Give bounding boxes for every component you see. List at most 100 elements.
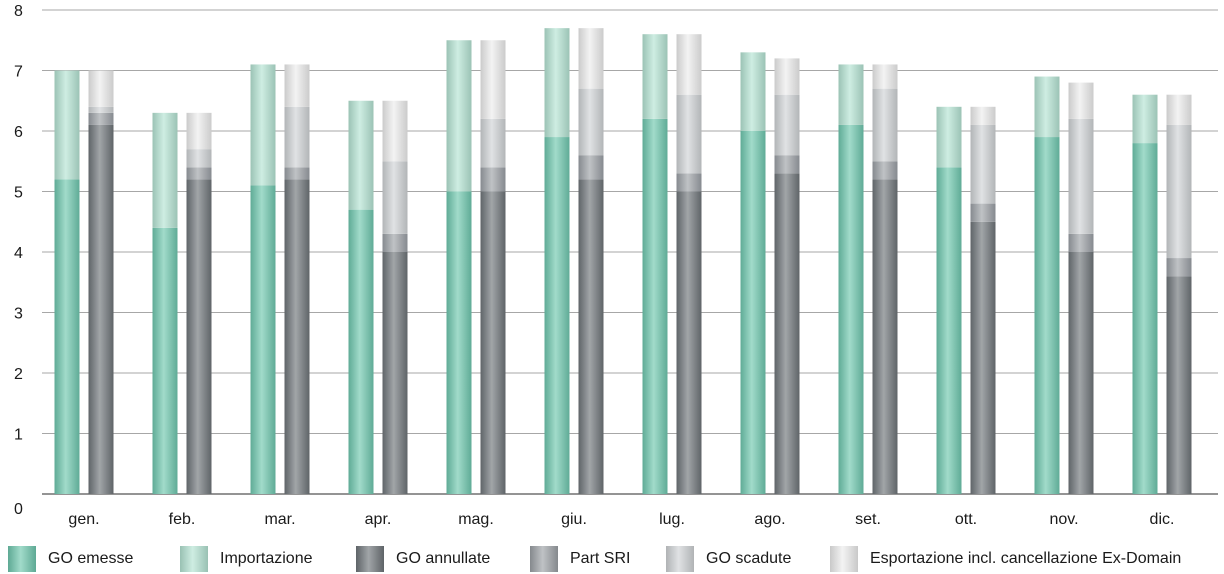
bar-segment <box>970 106 996 125</box>
bar-segment <box>1068 82 1094 119</box>
bar-segment <box>382 161 408 234</box>
bar-segment <box>970 124 996 204</box>
bar-segment <box>872 88 898 162</box>
legend-label: GO scadute <box>706 550 792 567</box>
x-tick-label: giu. <box>561 511 587 528</box>
bar-segment <box>1034 137 1060 495</box>
bar-segment <box>54 179 80 494</box>
bar-segment <box>348 209 374 494</box>
bar-segment <box>578 179 604 494</box>
bar-segment <box>1166 258 1192 277</box>
light-teal-swatch-icon <box>180 546 208 572</box>
bar-segment <box>936 167 962 495</box>
x-tick-label: feb. <box>169 511 196 528</box>
x-axis-ticks: gen. feb. mar. apr. mag. giu. lug. ago. set. ott.… <box>68 511 1174 528</box>
bar-segment <box>88 112 114 125</box>
bar-segment <box>970 221 996 494</box>
bar-segment <box>88 124 114 494</box>
bar-segment <box>642 118 668 495</box>
bar-segment <box>1166 124 1192 259</box>
bar-segment <box>578 28 604 89</box>
y-tick-label: 1 <box>14 427 23 444</box>
lightest-grey-swatch-icon <box>830 546 858 572</box>
bar-segment <box>936 106 962 168</box>
bar-segment <box>740 131 766 494</box>
mid-grey-swatch-icon <box>530 546 558 572</box>
bar-segment <box>872 64 898 89</box>
bar-segment <box>284 64 310 107</box>
bar-segment <box>284 179 310 494</box>
x-tick-label: apr. <box>365 511 392 528</box>
bar-segment <box>642 34 668 119</box>
bar-segment <box>838 124 864 494</box>
bar-segment <box>152 227 178 495</box>
bar-segment <box>970 203 996 222</box>
bar-segment <box>1068 233 1094 252</box>
bar-segment <box>1068 252 1094 494</box>
bar-segment <box>578 88 604 156</box>
bar-segment <box>1132 94 1158 144</box>
bar-segment <box>348 100 374 210</box>
teal-swatch-icon <box>8 546 36 572</box>
x-tick-label: gen. <box>68 511 99 528</box>
legend-label: GO annullate <box>396 550 491 567</box>
bar-segment <box>774 58 800 95</box>
bar-segment <box>544 28 570 138</box>
bar-segment <box>480 167 506 192</box>
bar-segment <box>250 64 276 186</box>
bar-segment <box>88 70 114 107</box>
bar-segment <box>774 155 800 174</box>
bar-segment <box>54 70 80 180</box>
x-tick-label: nov. <box>1049 511 1078 528</box>
bar-segment <box>250 185 276 494</box>
y-tick-label: 6 <box>14 124 23 141</box>
bar-segment <box>382 252 408 494</box>
y-tick-label: 8 <box>14 3 23 20</box>
x-tick-label: ago. <box>754 511 785 528</box>
bar-segment <box>1166 94 1192 125</box>
bar-segment <box>446 40 472 192</box>
bar-segment <box>186 167 212 180</box>
bar-segment <box>872 179 898 494</box>
y-tick-label: 3 <box>14 306 23 323</box>
bar-segment <box>676 173 702 192</box>
y-tick-label: 7 <box>14 64 23 81</box>
bar-segment <box>186 112 212 150</box>
legend-item-importazione: Importazione <box>180 546 313 572</box>
legend-item-go-emesse: GO emesse <box>8 546 133 572</box>
legend-item-part-sri: Part SRI <box>530 546 630 572</box>
bar-segment <box>480 191 506 494</box>
bar-segment <box>774 94 800 156</box>
legend-item-esportazione: Esportazione incl. cancellazione Ex-Doma… <box>830 546 1181 572</box>
bar-segment <box>1132 143 1158 494</box>
bar-segment <box>480 118 506 168</box>
legend-label: Esportazione incl. cancellazione Ex-Doma… <box>870 550 1182 567</box>
bar-segment <box>740 52 766 131</box>
bar-segment <box>872 161 898 180</box>
legend-label: Importazione <box>220 550 313 567</box>
bar-segment <box>544 137 570 495</box>
y-tick-label: 5 <box>14 185 23 202</box>
legend-label: GO emesse <box>48 550 134 567</box>
bar-segment <box>186 149 212 168</box>
bar-segment <box>1166 276 1192 494</box>
x-tick-label: dic. <box>1150 511 1175 528</box>
x-tick-label: set. <box>855 511 881 528</box>
x-tick-label: mar. <box>264 511 295 528</box>
y-axis-ticks: 0 1 2 3 4 5 6 7 8 <box>14 3 23 518</box>
bar-segment <box>152 112 178 228</box>
legend: GO emesse Importazione GO annullate Part… <box>0 546 1224 572</box>
bar-segment <box>676 94 702 174</box>
bar-segment <box>88 106 114 113</box>
bar-segment <box>382 100 408 162</box>
x-tick-label: mag. <box>458 511 494 528</box>
bar-segment <box>578 155 604 180</box>
bar-segment <box>284 106 310 168</box>
bar-segment <box>382 233 408 252</box>
y-tick-label: 0 <box>14 501 23 518</box>
bar-segment <box>186 179 212 494</box>
dark-grey-swatch-icon <box>356 546 384 572</box>
legend-item-go-annullate: GO annullate <box>356 546 490 572</box>
legend-label: Part SRI <box>570 550 631 567</box>
bar-segment <box>838 64 864 125</box>
